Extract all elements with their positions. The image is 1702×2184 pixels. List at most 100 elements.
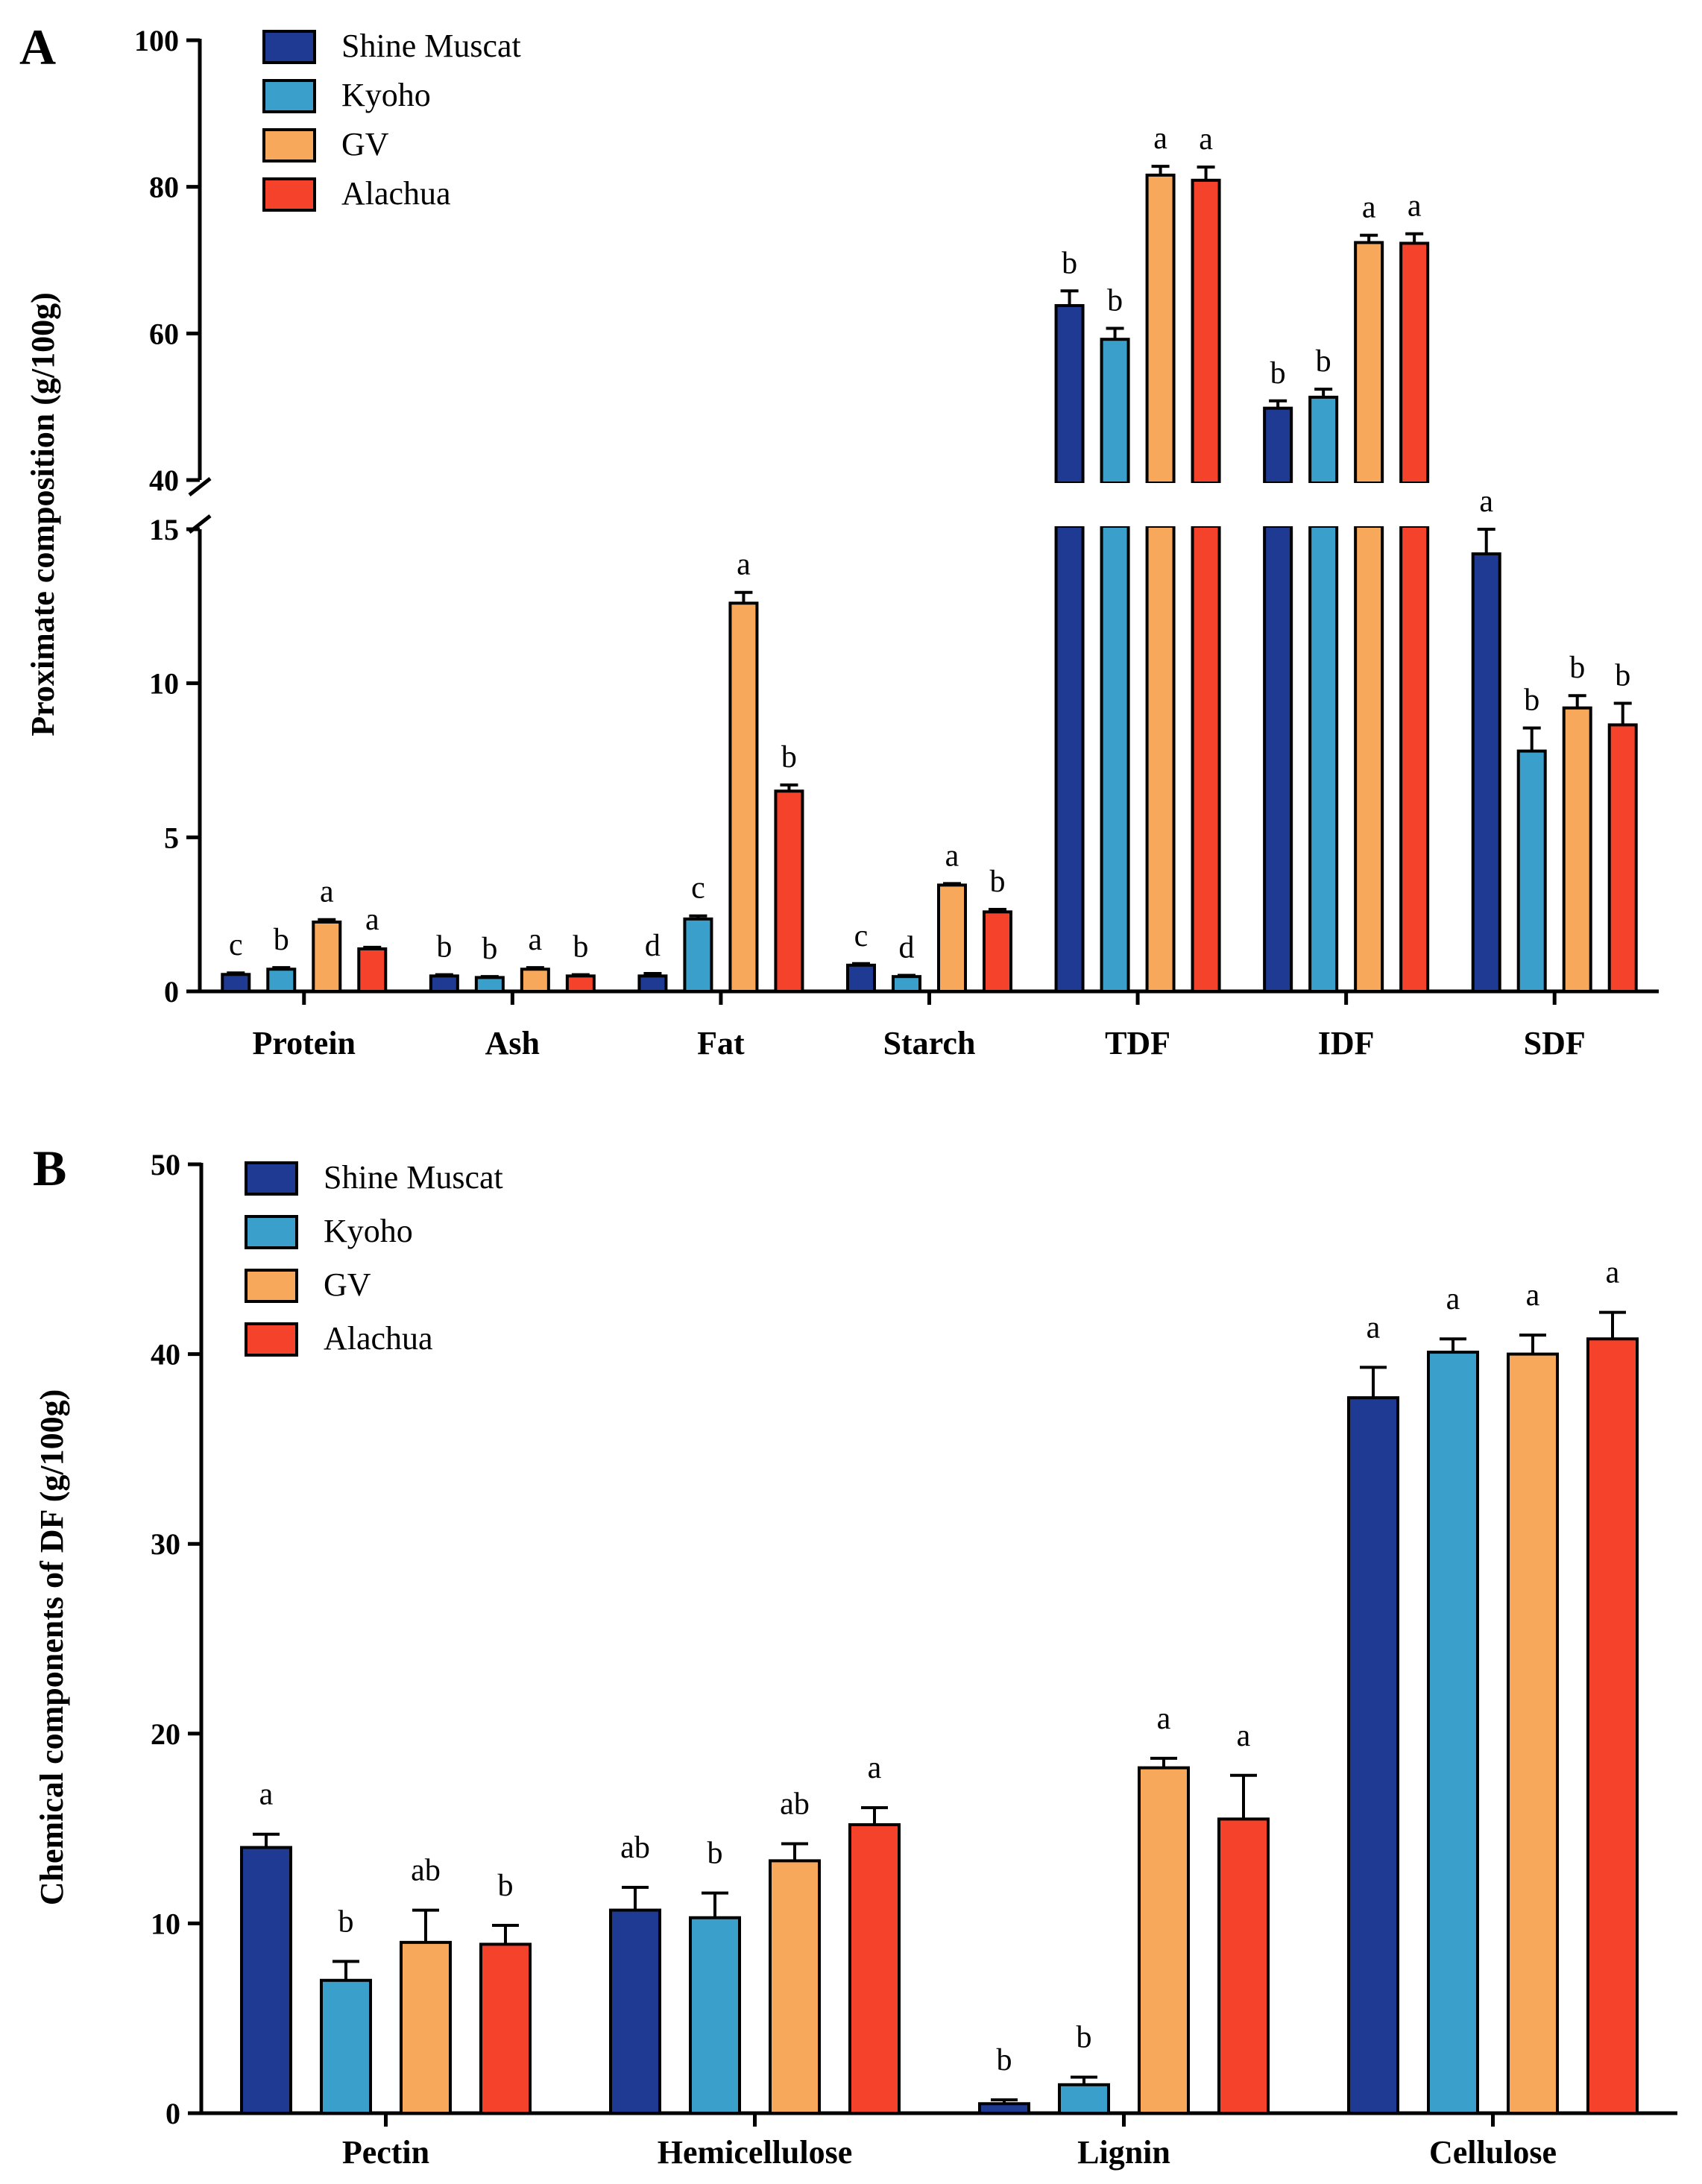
legend-label-kyoho: Kyoho bbox=[324, 1213, 413, 1249]
significance-label: c bbox=[691, 871, 705, 906]
legend-swatch-shine-muscat bbox=[262, 30, 316, 64]
significance-label: ab bbox=[411, 1854, 441, 1888]
bar-gv-protein bbox=[312, 921, 342, 993]
x-tick-label-lignin: Lignin bbox=[1077, 2134, 1170, 2171]
bar-gv-tdf bbox=[1145, 173, 1176, 485]
significance-label: a bbox=[1153, 121, 1167, 156]
bar-shine-muscat-ash bbox=[429, 974, 459, 994]
chart-panel-a: A Proximate composition (g/100g) 0 5 10 15 40 6… bbox=[19, 19, 1659, 1061]
x-tick-label-tdf: TDF bbox=[1105, 1025, 1170, 1061]
y-tick-label: 15 bbox=[149, 513, 179, 546]
bar-shine-muscat-tdf bbox=[1054, 303, 1085, 485]
x-tick-label-fat: Fat bbox=[697, 1025, 745, 1061]
bar-alachua-ash bbox=[565, 974, 596, 994]
bar-alachua-idf-lower bbox=[1399, 525, 1430, 993]
bar-shine-muscat-sdf bbox=[1471, 552, 1501, 993]
bar-gv-idf-lower bbox=[1354, 525, 1384, 993]
significance-label: b bbox=[1569, 651, 1585, 685]
significance-label: c bbox=[229, 928, 243, 962]
legend-swatch-kyoho bbox=[245, 1215, 298, 1249]
bar-kyoho-tdf-lower bbox=[1100, 525, 1130, 993]
significance-label: b bbox=[1270, 356, 1286, 391]
significance-label: ab bbox=[780, 1787, 810, 1821]
legend-label-shine-muscat: Shine Muscat bbox=[324, 1159, 503, 1196]
chart-panel-b: B Chemical components of DF (g/100g) 0 10 20… bbox=[33, 1140, 1677, 2171]
significance-label: b bbox=[997, 2043, 1012, 2077]
significance-label: a bbox=[320, 875, 334, 909]
axis-break-gap bbox=[1398, 483, 1431, 526]
significance-label: b bbox=[274, 923, 289, 957]
y-tick-label: 40 bbox=[151, 1338, 180, 1372]
x-tick-label-cellulose: Cellulose bbox=[1429, 2134, 1557, 2171]
bar-shine-muscat-protein bbox=[221, 973, 251, 994]
bar-kyoho-starch bbox=[892, 975, 921, 994]
significance-label: b bbox=[482, 932, 497, 966]
bar-gv-idf bbox=[1354, 241, 1384, 485]
bar-kyoho-idf-lower bbox=[1308, 525, 1339, 993]
significance-label: a bbox=[1367, 1310, 1381, 1345]
panel-letter-a: A bbox=[19, 19, 56, 75]
bar-gv-ash bbox=[520, 968, 550, 993]
significance-label: b bbox=[436, 930, 452, 965]
bar-shine-muscat-idf-lower bbox=[1263, 525, 1293, 993]
legend-label-gv: GV bbox=[341, 126, 389, 162]
bar-kyoho-idf bbox=[1308, 395, 1339, 485]
axis-break-gap bbox=[1189, 483, 1223, 526]
significance-label: a bbox=[945, 839, 959, 873]
bar-alachua-cellulose bbox=[1586, 1337, 1639, 2115]
significance-label: a bbox=[1362, 191, 1376, 225]
legend-swatch-alachua bbox=[262, 177, 316, 212]
significance-label: a bbox=[259, 1778, 274, 1812]
significance-label: b bbox=[573, 930, 588, 965]
significance-label: c bbox=[854, 919, 869, 953]
legend-swatch-alachua bbox=[245, 1322, 298, 1357]
legend-swatch-shine-muscat bbox=[245, 1161, 298, 1196]
significance-label: d bbox=[899, 931, 915, 965]
y-tick-label: 20 bbox=[151, 1717, 180, 1751]
axis-break-gap bbox=[1144, 483, 1177, 526]
bar-kyoho-tdf bbox=[1100, 338, 1130, 485]
bar-gv-pectin bbox=[400, 1940, 452, 2115]
legend-label-alachua: Alachua bbox=[341, 175, 451, 212]
significance-label: b bbox=[1062, 246, 1077, 280]
legend-swatch-gv bbox=[262, 128, 316, 162]
axis-break-gap bbox=[1098, 483, 1132, 526]
significance-label: a bbox=[529, 923, 543, 957]
y-tick-label: 0 bbox=[164, 975, 179, 1009]
bar-gv-cellulose bbox=[1507, 1352, 1559, 2115]
x-tick-label-starch: Starch bbox=[883, 1025, 976, 1061]
bar-alachua-starch bbox=[983, 910, 1012, 993]
bar-shine-muscat-hemicellulose bbox=[609, 1908, 661, 2115]
bar-kyoho-fat bbox=[683, 917, 713, 994]
legend-label-kyoho: Kyoho bbox=[341, 77, 431, 113]
bar-kyoho-hemicellulose bbox=[689, 1916, 741, 2115]
significance-label: b bbox=[1524, 684, 1539, 718]
bar-gv-sdf bbox=[1562, 706, 1592, 993]
bar-shine-muscat-fat bbox=[637, 974, 668, 994]
bar-shine-muscat-tdf-lower bbox=[1054, 525, 1085, 993]
significance-label: b bbox=[990, 865, 1006, 899]
significance-label: d bbox=[645, 929, 661, 963]
bar-alachua-idf bbox=[1399, 242, 1430, 485]
y-tick-label: 60 bbox=[149, 317, 179, 350]
bar-shine-muscat-cellulose bbox=[1347, 1396, 1399, 2115]
bar-shine-muscat-starch bbox=[846, 963, 876, 994]
legend-label-shine-muscat: Shine Muscat bbox=[341, 28, 521, 64]
bar-alachua-lignin bbox=[1217, 1817, 1270, 2115]
significance-label: b bbox=[707, 1837, 723, 1871]
x-tick-label-sdf: SDF bbox=[1524, 1025, 1586, 1061]
significance-label: a bbox=[1199, 122, 1213, 157]
axis-break-gap bbox=[1053, 483, 1086, 526]
significance-label: b bbox=[1107, 283, 1123, 318]
legend-swatch-kyoho bbox=[262, 79, 316, 113]
bar-kyoho-cellulose bbox=[1427, 1351, 1479, 2115]
bar-shine-muscat-lignin bbox=[978, 2102, 1030, 2115]
axis-break-gap bbox=[1261, 483, 1295, 526]
bar-gv-hemicellulose bbox=[769, 1859, 821, 2115]
bar-alachua-tdf bbox=[1191, 178, 1221, 485]
y-tick-label: 30 bbox=[151, 1527, 180, 1561]
y-tick-label: 10 bbox=[151, 1907, 180, 1940]
significance-label: b bbox=[338, 1904, 354, 1939]
significance-label: b bbox=[781, 740, 797, 774]
significance-label: b bbox=[1077, 2021, 1092, 2055]
